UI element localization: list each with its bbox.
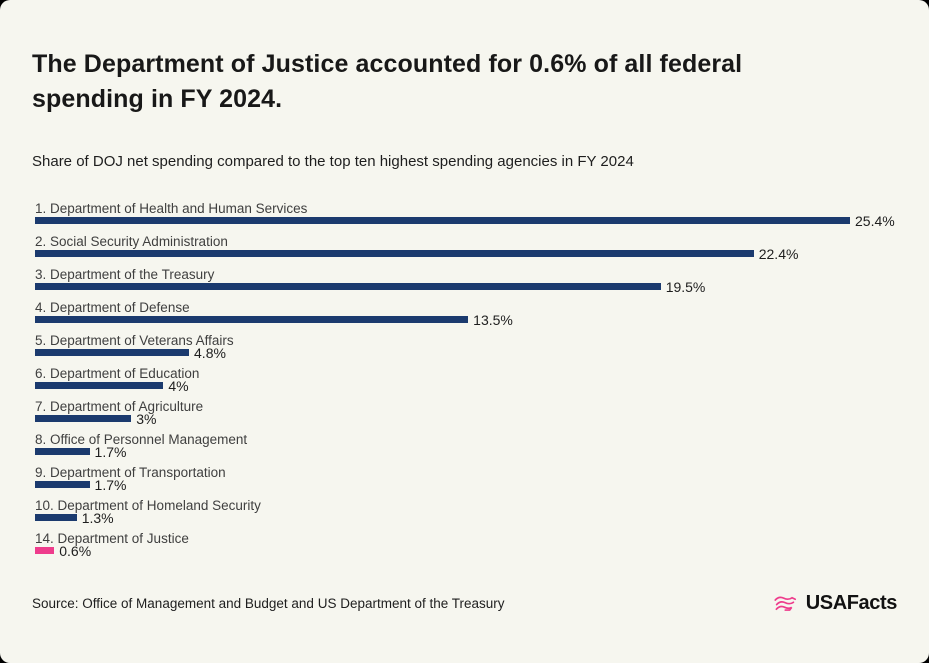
bar xyxy=(35,316,469,323)
bar-value-label: 25.4% xyxy=(855,212,895,229)
bar-value-label: 0.6% xyxy=(59,542,92,559)
bar-category-label: 7. Department of Agriculture xyxy=(35,399,204,414)
chart-title: The Department of Justice accounted for … xyxy=(32,50,743,113)
chart-subtitle: Share of DOJ net spending compared to th… xyxy=(32,153,634,170)
bar-track: 0.6% xyxy=(35,544,894,558)
bar-track: 1.7% xyxy=(35,478,894,492)
bar-track: 13.5% xyxy=(35,313,894,327)
bar xyxy=(35,415,132,422)
bar-track: 4% xyxy=(35,379,894,393)
usafacts-logo[interactable]: USAFacts xyxy=(774,592,897,615)
usafacts-flag-icon xyxy=(774,596,796,611)
bar-value-label: 1.3% xyxy=(81,509,114,526)
bar-row: 4. Department of Defense 13.5% xyxy=(35,300,894,333)
bar-row: 7. Department of Agriculture 3% xyxy=(35,399,894,432)
bar-row: 9. Department of Transportation 1.7% xyxy=(35,465,894,498)
bar-value-label: 3% xyxy=(136,410,157,427)
bar-category-label: 2. Social Security Administration xyxy=(35,234,228,249)
bar-category-label: 8. Office of Personnel Management xyxy=(35,432,248,447)
bar-highlight xyxy=(35,547,55,554)
bar-value-label: 4% xyxy=(168,377,189,394)
bar-row: 5. Department of Veterans Affairs 4.8% xyxy=(35,333,894,366)
bar-track: 22.4% xyxy=(35,247,894,261)
bar-category-label: 10. Department of Homeland Security xyxy=(35,498,261,513)
source-note: Source: Office of Management and Budget … xyxy=(32,596,505,611)
bar-value-label: 13.5% xyxy=(473,311,513,328)
bar-value-label: 4.8% xyxy=(194,344,226,361)
bar xyxy=(35,481,90,488)
bar xyxy=(35,448,90,455)
bar-value-label: 19.5% xyxy=(665,278,706,295)
bar xyxy=(35,382,164,389)
bar-row: 14. Department of Justice 0.6% xyxy=(35,531,894,564)
bar-category-label: 1. Department of Health and Human Servic… xyxy=(35,201,308,216)
bar-row: 10. Department of Homeland Security 1.3% xyxy=(35,498,894,531)
bar-category-label: 9. Department of Transportation xyxy=(35,465,226,480)
bar-category-label: 3. Department of the Treasury xyxy=(35,267,215,282)
bar-track: 19.5% xyxy=(35,280,894,294)
usafacts-wordmark: USAFacts xyxy=(805,592,898,614)
bar-track: 4.8% xyxy=(35,346,894,360)
bar-category-label: 14. Department of Justice xyxy=(35,531,189,546)
bar-track: 1.7% xyxy=(35,445,894,459)
bar-category-label: 4. Department of Defense xyxy=(35,300,190,315)
bar-track: 3% xyxy=(35,412,894,426)
bar-track: 25.4% xyxy=(35,214,895,228)
bar-row: 2. Social Security Administration 22.4% xyxy=(35,234,894,267)
bar-row: 1. Department of Health and Human Servic… xyxy=(35,201,895,234)
bar-row: 3. Department of the Treasury 19.5% xyxy=(35,267,894,300)
bar xyxy=(35,349,190,356)
bar xyxy=(35,514,77,521)
bar-chart: 1. Department of Health and Human Servic… xyxy=(35,201,895,564)
bar-value-label: 22.4% xyxy=(758,245,799,262)
bar-value-label: 1.7% xyxy=(94,443,127,460)
bar xyxy=(35,283,661,290)
bar-value-label: 1.7% xyxy=(94,476,127,493)
bar xyxy=(35,250,754,257)
bar xyxy=(35,217,850,224)
bar-category-label: 5. Department of Veterans Affairs xyxy=(35,333,234,348)
bar-row: 6. Department of Education 4% xyxy=(35,366,894,399)
bar-category-label: 6. Department of Education xyxy=(35,366,200,381)
footer: Source: Office of Management and Budget … xyxy=(32,592,897,615)
bar-track: 1.3% xyxy=(35,511,894,525)
bar-row: 8. Office of Personnel Management 1.7% xyxy=(35,432,894,465)
